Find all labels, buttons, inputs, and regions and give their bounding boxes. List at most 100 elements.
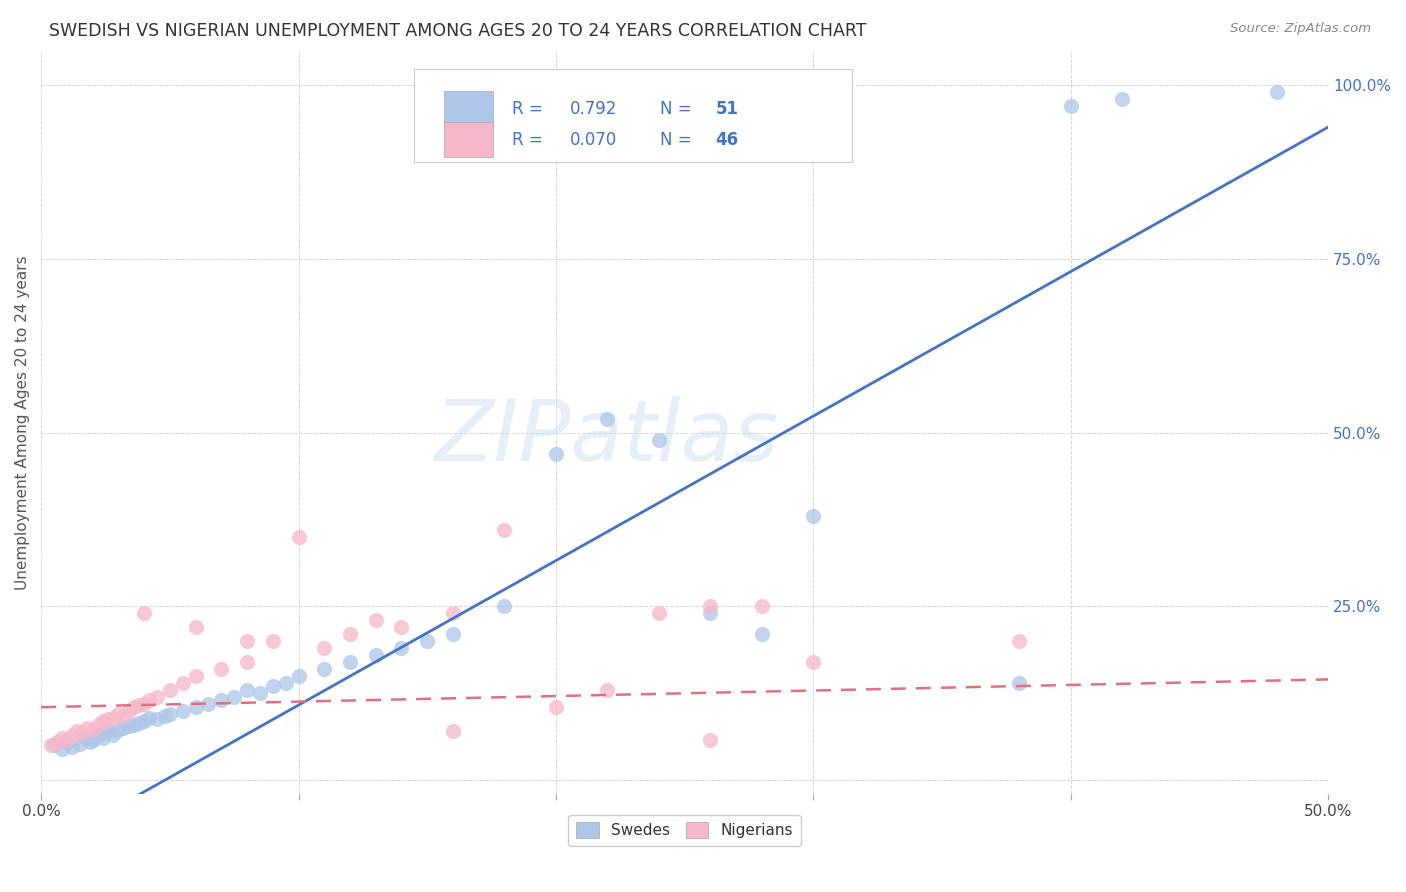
Y-axis label: Unemployment Among Ages 20 to 24 years: Unemployment Among Ages 20 to 24 years	[15, 255, 30, 590]
Point	[87, 728, 110, 742]
Point	[91, 731, 114, 746]
Point	[391, 620, 413, 634]
Point	[56, 735, 79, 749]
Point	[172, 676, 194, 690]
Point	[314, 641, 336, 656]
Point	[122, 700, 145, 714]
Point	[184, 620, 207, 634]
Point	[287, 669, 309, 683]
Text: 0.070: 0.070	[569, 130, 617, 149]
Point	[544, 700, 567, 714]
Point	[494, 523, 516, 537]
Point	[1008, 676, 1031, 690]
Point	[274, 676, 297, 690]
Text: SWEDISH VS NIGERIAN UNEMPLOYMENT AMONG AGES 20 TO 24 YEARS CORRELATION CHART: SWEDISH VS NIGERIAN UNEMPLOYMENT AMONG A…	[49, 22, 866, 40]
Text: R =: R =	[512, 130, 548, 149]
Point	[236, 634, 259, 648]
Point	[184, 700, 207, 714]
Point	[51, 731, 73, 746]
Point	[1008, 634, 1031, 648]
Point	[699, 599, 721, 614]
Point	[146, 712, 169, 726]
Point	[112, 709, 135, 723]
Point	[94, 726, 117, 740]
Point	[51, 742, 73, 756]
Point	[314, 662, 336, 676]
Text: 46: 46	[716, 130, 738, 149]
Point	[209, 693, 232, 707]
Point	[82, 732, 104, 747]
Point	[107, 707, 129, 722]
Point	[42, 739, 65, 753]
Point	[82, 723, 104, 737]
Point	[122, 717, 145, 731]
Point	[172, 704, 194, 718]
Point	[391, 641, 413, 656]
Point	[138, 693, 160, 707]
Point	[117, 719, 139, 733]
Text: Source: ZipAtlas.com: Source: ZipAtlas.com	[1230, 22, 1371, 36]
FancyBboxPatch shape	[415, 70, 852, 162]
Point	[159, 682, 181, 697]
Point	[236, 655, 259, 669]
Point	[103, 728, 125, 742]
Point	[197, 697, 219, 711]
Point	[364, 613, 387, 627]
Point	[364, 648, 387, 662]
Point	[287, 530, 309, 544]
Point	[132, 697, 155, 711]
Point	[66, 724, 89, 739]
Point	[103, 710, 125, 724]
Point	[112, 721, 135, 735]
Point	[117, 704, 139, 718]
Point	[184, 669, 207, 683]
Point	[60, 739, 83, 754]
Point	[339, 627, 361, 641]
Point	[262, 679, 284, 693]
Point	[416, 634, 439, 648]
Point	[751, 627, 773, 641]
Point	[339, 655, 361, 669]
Point	[1265, 86, 1288, 100]
Point	[1111, 92, 1133, 106]
Point	[73, 731, 96, 746]
Bar	[444, 91, 494, 127]
Point	[544, 447, 567, 461]
Point	[441, 607, 464, 621]
Point	[648, 433, 671, 447]
Point	[494, 599, 516, 614]
Point	[224, 690, 246, 704]
Point	[97, 724, 120, 739]
Point	[60, 728, 83, 742]
Point	[262, 634, 284, 648]
Point	[69, 737, 91, 751]
Point	[699, 732, 721, 747]
Point	[441, 724, 464, 739]
Point	[128, 698, 150, 712]
Bar	[444, 122, 494, 158]
Legend: Swedes, Nigerians: Swedes, Nigerians	[568, 814, 801, 846]
Point	[153, 709, 176, 723]
Point	[128, 716, 150, 731]
Point	[699, 607, 721, 621]
Point	[441, 627, 464, 641]
Point	[97, 712, 120, 726]
Point	[91, 714, 114, 728]
Text: 0.792: 0.792	[569, 100, 617, 118]
Point	[648, 607, 671, 621]
Point	[132, 607, 155, 621]
Point	[138, 710, 160, 724]
Text: 51: 51	[716, 100, 738, 118]
Point	[146, 690, 169, 704]
Point	[72, 726, 94, 740]
Text: ZIPatlas: ZIPatlas	[436, 396, 779, 479]
Point	[107, 723, 129, 737]
Point	[209, 662, 232, 676]
Point	[159, 707, 181, 722]
Point	[801, 509, 824, 524]
Point	[751, 599, 773, 614]
Point	[801, 655, 824, 669]
Point	[236, 682, 259, 697]
Text: R =: R =	[512, 100, 548, 118]
Point	[76, 721, 98, 735]
